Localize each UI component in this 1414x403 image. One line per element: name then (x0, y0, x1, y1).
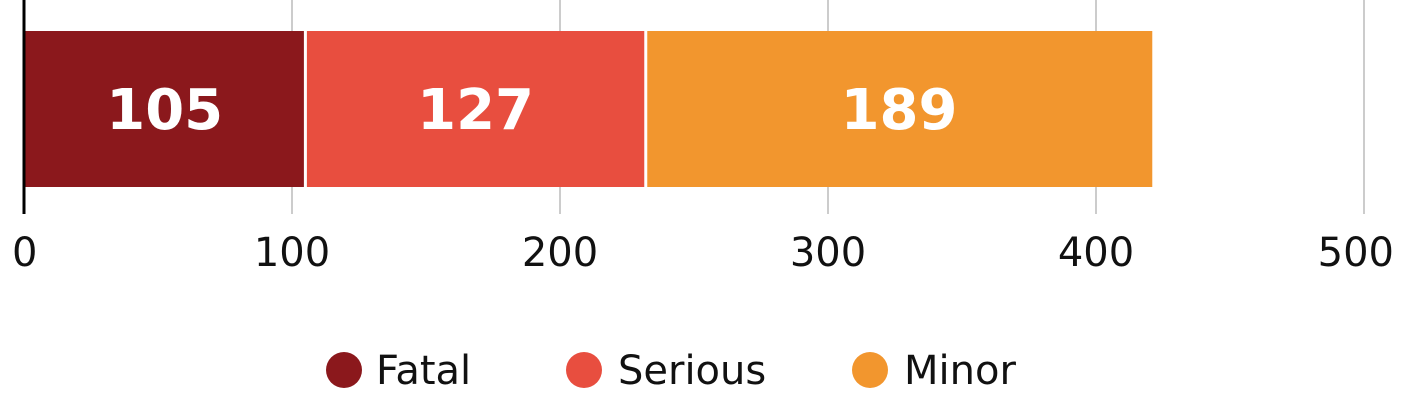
x-tick-label: 300 (790, 230, 866, 276)
legend-marker-minor (852, 352, 888, 388)
x-tick-label: 100 (254, 230, 330, 276)
bar-segment-fatal (24, 31, 306, 187)
x-tick-label: 400 (1058, 230, 1134, 276)
legend-marker-fatal (326, 352, 362, 388)
data-label-serious: 127 (417, 78, 534, 143)
legend-marker-serious (566, 352, 602, 388)
bar-segment-minor (645, 31, 1153, 187)
x-tick-label: 200 (522, 230, 598, 276)
data-label-fatal: 105 (106, 78, 223, 143)
legend-label-minor: Minor (904, 348, 1016, 394)
x-tick-label: 500 (1318, 230, 1394, 276)
legend-label-fatal: Fatal (376, 348, 471, 394)
bar-segment-serious (305, 31, 646, 187)
x-tick-label: 0 (12, 230, 37, 276)
legend-label-serious: Serious (618, 348, 766, 394)
data-label-minor: 189 (841, 78, 958, 143)
